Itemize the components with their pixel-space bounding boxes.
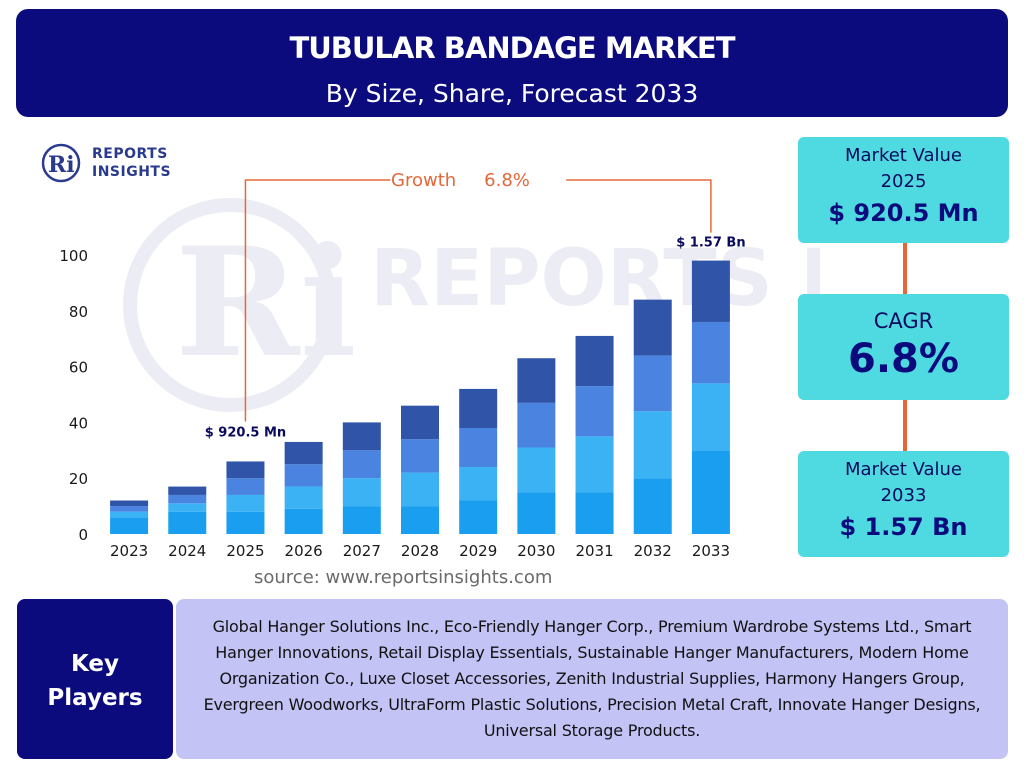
key-players-heading-line1: Key bbox=[70, 651, 119, 677]
bar-segment bbox=[575, 492, 614, 534]
bar-segment bbox=[110, 517, 149, 534]
bar-segment bbox=[633, 411, 672, 479]
bar-segment bbox=[633, 355, 672, 412]
bar-segment bbox=[401, 405, 439, 440]
bar-segment bbox=[168, 503, 207, 512]
x-tick-label: 2031 bbox=[575, 542, 613, 560]
bar-segment bbox=[633, 478, 672, 534]
key-players-heading-line2: Players bbox=[47, 685, 143, 711]
x-tick-label: 2027 bbox=[343, 542, 381, 560]
x-tick-label: 2026 bbox=[285, 542, 323, 560]
reports-insights-logo: Ri bbox=[41, 143, 81, 183]
growth-bracket-left bbox=[244, 179, 391, 422]
bar-segment bbox=[342, 478, 381, 507]
bar-segment bbox=[284, 486, 323, 509]
x-tick-label: 2033 bbox=[692, 542, 730, 560]
x-tick-label: 2024 bbox=[168, 542, 206, 560]
bar-segment bbox=[168, 494, 207, 504]
logo-mark: Ri bbox=[48, 152, 75, 178]
bar-segment bbox=[517, 492, 556, 534]
logo-wordmark: REPORTS INSIGHTS bbox=[92, 145, 171, 181]
bar-segment bbox=[284, 464, 323, 487]
cagr-card: CAGR 6.8% bbox=[798, 294, 1009, 400]
bar-segment bbox=[459, 500, 498, 534]
bar-segment bbox=[342, 450, 381, 479]
key-players-heading: Key Players bbox=[17, 599, 173, 759]
bar-segment bbox=[168, 486, 207, 495]
cagr-label: CAGR bbox=[873, 309, 934, 333]
logo-line2: INSIGHTS bbox=[92, 164, 172, 180]
start-value-label: $ 920.5 Mn bbox=[205, 425, 286, 440]
market-bar-chart: 0 20 40 60 80 100 2023 2024 2025 2026 2027 2028 2029… bbox=[59, 170, 745, 560]
x-tick-label: 2023 bbox=[110, 542, 148, 560]
market-value-2033-card: Market Value 2033 $ 1.57 Bn bbox=[798, 451, 1009, 557]
x-tick-label: 2025 bbox=[226, 542, 264, 560]
bar-segment bbox=[401, 506, 439, 534]
bar-segment bbox=[459, 427, 498, 468]
page-title: TUBULAR BANDAGE MARKET bbox=[289, 31, 735, 65]
y-tick-label: 60 bbox=[69, 359, 88, 377]
bar-segment bbox=[401, 472, 439, 507]
market-value-2025-year: 2025 bbox=[880, 171, 927, 192]
bar-segment bbox=[575, 436, 614, 493]
bar-segment bbox=[226, 494, 265, 512]
x-tick-label: 2032 bbox=[634, 542, 672, 560]
card-connector bbox=[903, 243, 907, 294]
bar-segment bbox=[691, 321, 730, 384]
bar-segment bbox=[691, 383, 730, 451]
y-tick-label: 0 bbox=[78, 526, 88, 544]
x-tick-label: 2029 bbox=[459, 542, 497, 560]
bar-segment bbox=[226, 461, 265, 479]
bar-segment bbox=[401, 439, 439, 473]
bar-segment bbox=[110, 511, 149, 518]
y-tick-label: 20 bbox=[69, 470, 88, 488]
market-value-2033-label: Market Value bbox=[844, 459, 963, 480]
market-value-2025-label: Market Value bbox=[844, 145, 963, 166]
market-value-2033-amount: $ 1.57 Bn bbox=[839, 513, 968, 541]
growth-label: Growth bbox=[391, 170, 456, 191]
bar-segment bbox=[517, 358, 556, 403]
end-value-label: $ 1.57 Bn bbox=[676, 236, 745, 251]
market-value-2033-year: 2033 bbox=[880, 485, 927, 506]
bar-segment bbox=[517, 402, 556, 448]
y-tick-label: 100 bbox=[59, 247, 88, 265]
logo-line1: REPORTS bbox=[92, 146, 168, 162]
y-tick-label: 80 bbox=[69, 303, 88, 321]
bar-segment bbox=[633, 299, 672, 356]
card-connector bbox=[903, 400, 907, 451]
bar-segment bbox=[284, 441, 323, 465]
page-subtitle: By Size, Share, Forecast 2033 bbox=[325, 79, 699, 108]
market-value-2025-card: Market Value 2025 $ 920.5 Mn bbox=[798, 137, 1009, 243]
x-tick-label: 2028 bbox=[401, 542, 439, 560]
bar-segment bbox=[110, 500, 149, 507]
cagr-value: 6.8% bbox=[848, 336, 959, 382]
bar-segment bbox=[691, 260, 730, 322]
bar-segment bbox=[459, 467, 498, 501]
bar-segment bbox=[284, 508, 323, 534]
x-tick-label: 2030 bbox=[517, 542, 555, 560]
bar-segment bbox=[226, 478, 265, 495]
bar-segment bbox=[342, 506, 381, 534]
bar-segment bbox=[110, 506, 149, 512]
key-players-panel: Global Hanger Solutions Inc., Eco-Friend… bbox=[176, 599, 1008, 759]
bar-segment bbox=[342, 422, 381, 451]
market-value-2025-amount: $ 920.5 Mn bbox=[828, 199, 979, 227]
source-note: source: www.reportsinsights.com bbox=[254, 567, 553, 588]
bar-segment bbox=[226, 511, 265, 534]
growth-value: 6.8% bbox=[484, 170, 530, 191]
bar-segment bbox=[575, 386, 614, 437]
growth-bracket-right bbox=[566, 179, 712, 233]
y-tick-label: 40 bbox=[69, 414, 88, 432]
bar-segment bbox=[517, 447, 556, 493]
bar-segment bbox=[691, 450, 730, 534]
bar-segment bbox=[575, 335, 614, 387]
bar-segment bbox=[459, 388, 498, 428]
bar-segment bbox=[168, 511, 207, 534]
header-banner: TUBULAR BANDAGE MARKET By Size, Share, F… bbox=[16, 9, 1008, 117]
key-players-list: Global Hanger Solutions Inc., Eco-Friend… bbox=[203, 617, 981, 740]
